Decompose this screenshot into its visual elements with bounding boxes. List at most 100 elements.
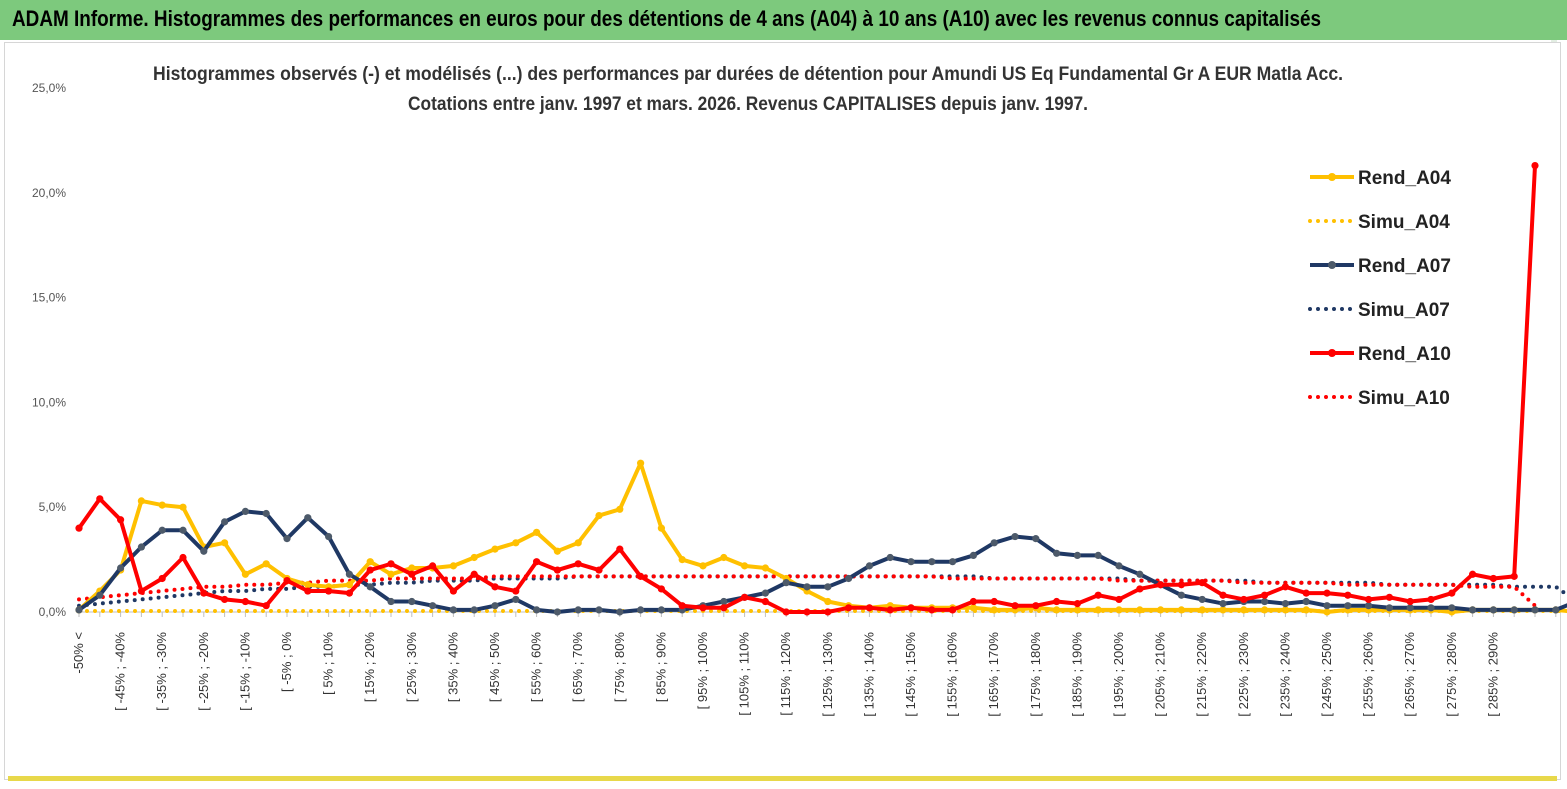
data-point: [221, 518, 229, 526]
x-tick-label: [ -45% ; -40%: [113, 632, 128, 711]
data-point: [533, 528, 541, 536]
series-line: [77, 574, 1537, 608]
data-point: [782, 608, 790, 616]
chart-subtitle: Cotations entre janv. 1997 et mars. 2026…: [408, 94, 1088, 115]
legend: Rend_A04 Simu_A04 Rend_A07 Simu_A07 Rend_A10…: [1308, 168, 1451, 409]
x-tick-label: [ 115% ; 120%: [778, 632, 793, 716]
data-point: [865, 562, 874, 570]
data-point: [1094, 606, 1102, 614]
data-point: [928, 606, 936, 614]
data-point: [1510, 572, 1518, 580]
data-point: [637, 572, 645, 580]
data-point: [657, 585, 666, 593]
data-point: [1344, 591, 1352, 599]
x-tick-label: [ 15% ; 20%: [362, 632, 377, 703]
data-point: [470, 553, 478, 562]
data-point: [1323, 608, 1331, 616]
data-point: [200, 547, 208, 555]
legend-label: Rend_A07: [1358, 256, 1451, 277]
data-point: [1302, 606, 1310, 614]
x-tick-label: [ 155% ; 160%: [945, 632, 960, 717]
x-tick-label: [ 205% ; 210%: [1153, 632, 1168, 717]
data-point: [1406, 604, 1414, 612]
data-point: [1219, 591, 1227, 599]
data-point: [241, 597, 249, 606]
data-point: [1302, 589, 1310, 597]
y-tick-label: 0,0%: [39, 605, 67, 619]
data-point: [1240, 595, 1248, 604]
data-point: [616, 608, 624, 616]
data-point: [1177, 606, 1185, 614]
data-point: [366, 583, 374, 591]
data-point: [1365, 602, 1373, 610]
data-point: [470, 570, 478, 578]
data-point: [678, 556, 686, 564]
data-point: [262, 509, 270, 518]
data-point: [1073, 606, 1081, 614]
data-point: [1136, 570, 1144, 578]
data-point: [1344, 602, 1352, 610]
data-point: [1094, 591, 1102, 599]
data-point: [1157, 581, 1165, 589]
data-point: [824, 583, 832, 591]
data-point: [637, 459, 645, 467]
data-point: [345, 589, 353, 597]
series-line: [77, 165, 1537, 614]
data-point: [158, 526, 166, 534]
data-point: [304, 581, 312, 589]
data-point: [262, 560, 270, 568]
data-point: [616, 505, 624, 513]
data-point: [616, 545, 624, 553]
data-point: [137, 587, 145, 595]
data-point: [491, 602, 499, 610]
data-point: [1448, 604, 1456, 612]
data-point: [491, 545, 499, 553]
data-point: [699, 562, 707, 570]
data-point: [1053, 549, 1061, 557]
data-point: [865, 604, 874, 612]
data-point: [990, 606, 998, 614]
data-point: [387, 570, 395, 578]
data-point: [969, 597, 978, 606]
data-point: [990, 597, 998, 606]
x-tick-label: [ 275% ; 280%: [1444, 632, 1459, 717]
data-point: [761, 564, 770, 572]
data-point: [657, 606, 666, 614]
data-point: [96, 495, 104, 503]
data-point: [449, 587, 457, 595]
legend-item: Simu_A10: [1308, 388, 1450, 409]
data-point: [1261, 591, 1269, 599]
data-point: [720, 553, 728, 562]
y-tick-label: 25,0%: [32, 81, 66, 95]
data-point: [782, 579, 790, 587]
data-point: [512, 539, 520, 547]
data-point: [1115, 595, 1123, 604]
data-point: [1198, 579, 1206, 587]
data-point: [1531, 606, 1539, 614]
x-tick-label: [ 75% ; 80%: [612, 632, 627, 703]
data-point: [803, 608, 811, 616]
y-tick-label: 5,0%: [39, 500, 67, 514]
x-tick-label: [ -5% ; 0%: [279, 632, 294, 692]
data-point: [75, 606, 83, 614]
data-point: [408, 570, 416, 578]
data-point: [1323, 589, 1331, 597]
data-point: [1073, 551, 1081, 560]
data-point: [241, 507, 249, 515]
data-point: [1136, 585, 1144, 593]
x-tick-label: [ 145% ; 150%: [903, 632, 918, 717]
legend-marker: [1328, 349, 1336, 357]
data-point: [637, 606, 645, 614]
data-point: [1219, 600, 1227, 608]
x-tick-label: [ 55% ; 60%: [529, 632, 544, 703]
data-point: [574, 606, 582, 614]
series-simu-a10: [77, 574, 1537, 608]
x-tick-label: [ 165% ; 170%: [986, 632, 1001, 717]
data-point: [1469, 570, 1477, 578]
data-point: [699, 604, 707, 612]
data-point: [117, 516, 125, 524]
report-title: ADAM Informe. Histogrammes des performan…: [12, 6, 1322, 31]
legend-label: Rend_A10: [1358, 344, 1451, 365]
x-tick-label: [ -15% ; -10%: [237, 632, 252, 711]
data-point: [491, 583, 499, 591]
